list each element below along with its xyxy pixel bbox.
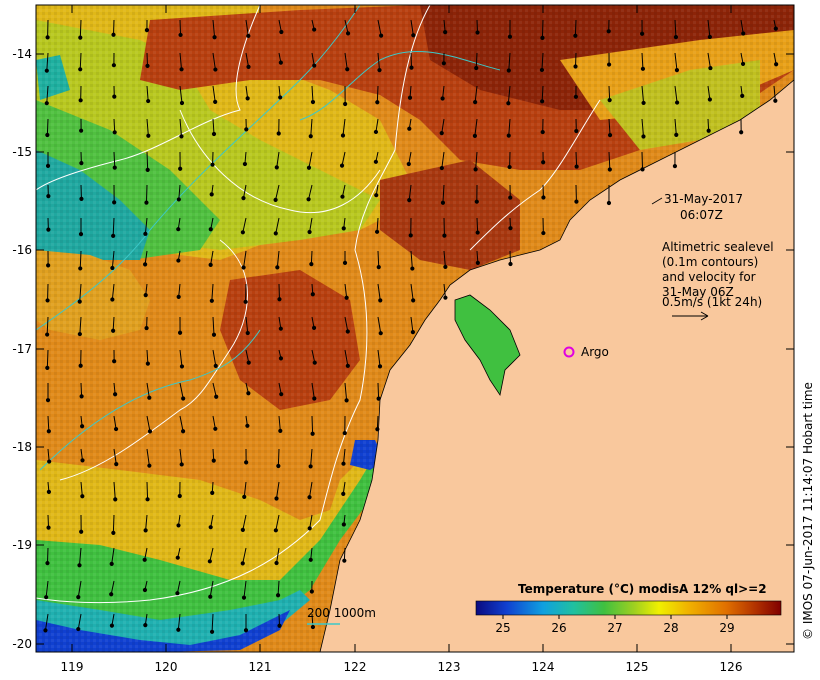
lat-tick-label: -17 — [12, 342, 32, 356]
lon-tick-label: 125 — [626, 660, 649, 674]
lon-tick-label: 119 — [61, 660, 84, 674]
argo-marker — [563, 346, 575, 358]
colorbar: Temperature (°C) modisA 12% ql>=2 25 26 27… — [475, 582, 782, 635]
velocity-arrows — [43, 19, 779, 634]
lat-tick-label: -14 — [12, 47, 32, 61]
lon-tick-label: 122 — [344, 660, 367, 674]
lat-tick-label: -20 — [12, 637, 32, 651]
argo-label: Argo — [581, 345, 609, 359]
timestamp-time: 06:07Z — [680, 208, 723, 222]
colorbar-tick-label: 29 — [719, 621, 734, 635]
credit-text: © IMOS 07-Jun-2017 11:14:07 Hobart time — [801, 382, 815, 640]
legend-line-3: and velocity for — [662, 270, 756, 284]
lat-tick-label: -16 — [12, 243, 32, 257]
colorbar-title: Temperature (°C) modisA 12% ql>=2 — [518, 582, 767, 596]
legend-line-2: (0.1m contours) — [662, 255, 758, 269]
timestamp-date: 31-May-2017 — [664, 192, 743, 206]
colorbar-tick-label: 28 — [663, 621, 678, 635]
depth-label: 200 1000m — [307, 606, 376, 620]
lat-tick-label: -18 — [12, 440, 32, 454]
lat-tick-label: -19 — [12, 538, 32, 552]
longitude-ticks: 119 120 121 122 123 124 125 126 — [61, 5, 743, 674]
colorbar-tick-label: 25 — [495, 621, 510, 635]
king-sound — [454, 294, 521, 397]
depth-legend: 200 1000m — [307, 606, 376, 625]
lon-tick-label: 126 — [720, 660, 743, 674]
lat-tick-label: -15 — [12, 145, 32, 159]
lon-tick-label: 120 — [155, 660, 178, 674]
lon-tick-label: 121 — [249, 660, 272, 674]
latitude-ticks: -14 -15 -16 -17 -18 -19 -20 — [12, 47, 794, 651]
velocity-legend: Altimetric sealevel (0.1m contours) and … — [662, 240, 774, 321]
lon-tick-label: 124 — [532, 660, 555, 674]
ocean-layer — [36, 5, 794, 652]
legend-line-5: 0.5m/s (1kt 24h) — [662, 295, 762, 309]
land-area — [319, 79, 795, 653]
legend-line-1: Altimetric sealevel — [662, 240, 774, 254]
lon-tick-label: 123 — [438, 660, 461, 674]
legend-line-4: 31-May 06Z — [662, 285, 734, 299]
colorbar-tick-label: 26 — [551, 621, 566, 635]
colorbar-tick-label: 27 — [607, 621, 622, 635]
